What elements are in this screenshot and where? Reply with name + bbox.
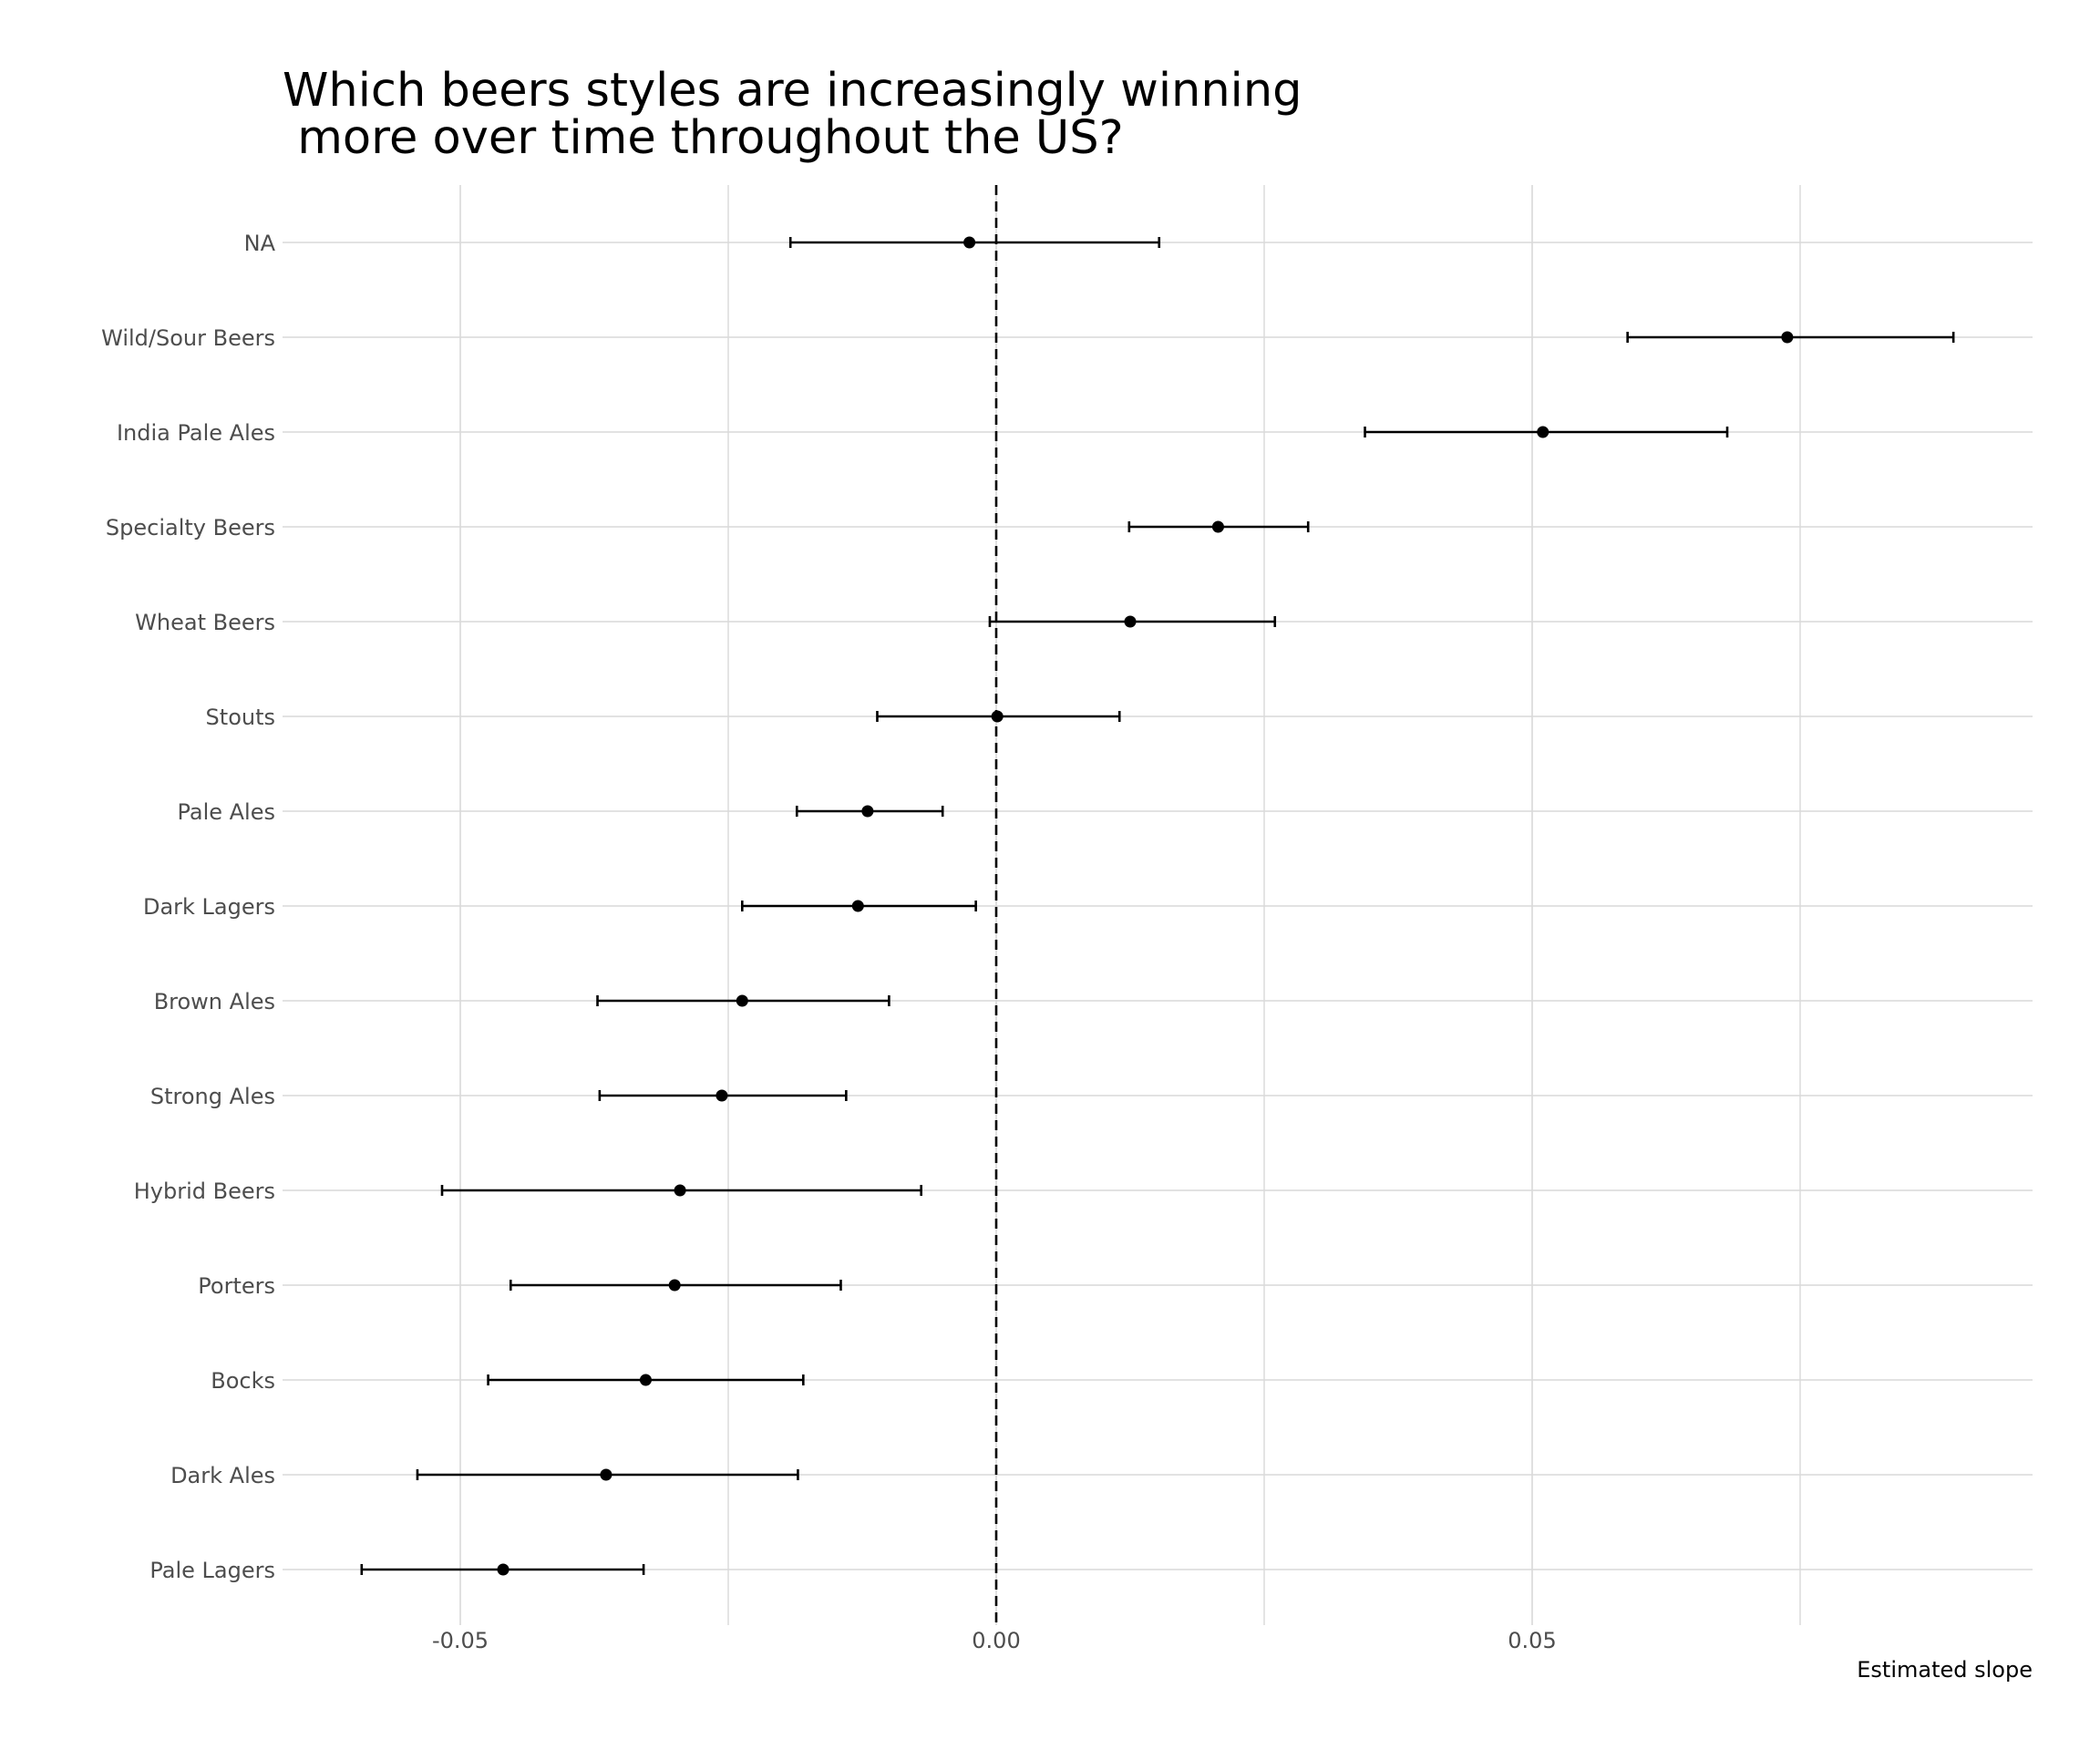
estimate-point-2 xyxy=(1537,426,1549,438)
category-label-13: Dark Ales xyxy=(170,1463,275,1488)
x-tick-label-2: 0.05 xyxy=(1508,1628,1556,1653)
category-label-7: Dark Lagers xyxy=(143,894,275,920)
category-label-8: Brown Ales xyxy=(154,989,275,1014)
estimate-point-4 xyxy=(1124,615,1137,628)
estimate-point-7 xyxy=(851,900,864,912)
category-label-5: Stouts xyxy=(206,705,275,730)
chart-title-line-1: Which beers styles are increasingly winn… xyxy=(283,64,1302,118)
estimate-point-11 xyxy=(668,1279,681,1292)
category-label-3: Specialty Beers xyxy=(106,515,275,540)
estimate-point-0 xyxy=(963,236,976,249)
estimate-point-6 xyxy=(861,805,874,818)
estimate-points xyxy=(497,236,1794,1576)
category-label-6: Pale Ales xyxy=(177,799,275,825)
chart-title: Which beers styles are increasingly winn… xyxy=(283,64,1317,165)
x-axis-title: Estimated slope xyxy=(1857,1657,2033,1683)
category-label-0: NA xyxy=(244,231,276,256)
x-tick-label-1: 0.00 xyxy=(972,1628,1020,1653)
estimate-point-3 xyxy=(1211,520,1224,533)
estimate-point-12 xyxy=(639,1374,652,1386)
estimate-point-1 xyxy=(1781,331,1794,344)
category-label-11: Porters xyxy=(198,1273,275,1299)
estimate-point-10 xyxy=(674,1184,686,1197)
estimate-point-5 xyxy=(991,710,1004,723)
estimate-point-9 xyxy=(715,1089,728,1102)
category-label-12: Bocks xyxy=(211,1368,275,1394)
category-label-14: Pale Lagers xyxy=(149,1558,275,1583)
category-label-4: Wheat Beers xyxy=(135,610,275,635)
x-tick-labels: -0.05 0.00 0.05 xyxy=(432,1628,1557,1653)
category-label-9: Strong Ales xyxy=(150,1084,275,1109)
category-labels: NA Wild/Sour Beers India Pale Ales Specialt… xyxy=(101,231,275,1583)
estimate-point-13 xyxy=(600,1468,612,1481)
category-label-2: India Pale Ales xyxy=(117,420,275,446)
estimate-point-14 xyxy=(497,1563,510,1576)
chart-title-line-2: more over time throughout the US? xyxy=(283,111,1124,165)
x-tick-label-0: -0.05 xyxy=(432,1628,489,1653)
category-label-10: Hybrid Beers xyxy=(134,1179,275,1204)
minor-gridlines xyxy=(727,185,1801,1625)
estimate-point-8 xyxy=(736,994,748,1007)
category-label-1: Wild/Sour Beers xyxy=(101,325,275,351)
